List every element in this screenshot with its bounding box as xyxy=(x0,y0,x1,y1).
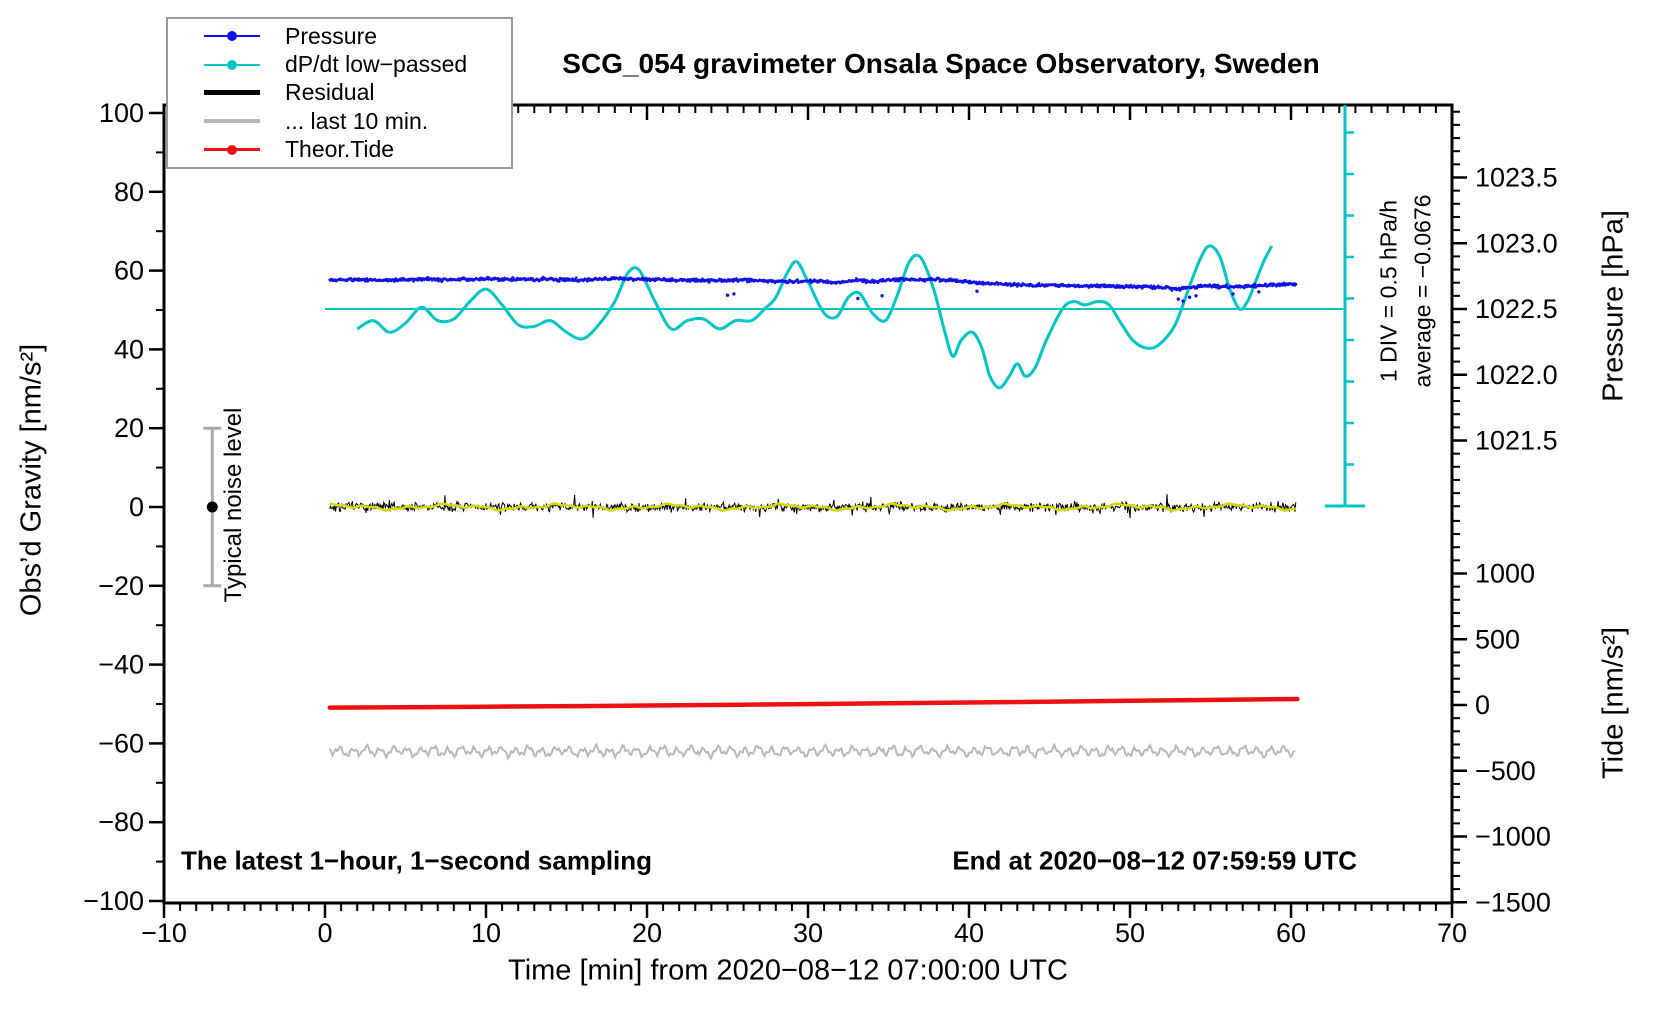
gravity-tick-label: 100 xyxy=(99,98,144,128)
gravity-tick-label: 40 xyxy=(114,334,144,364)
gravity-tick-label: −60 xyxy=(98,728,144,758)
x-tick-label: 50 xyxy=(1115,918,1145,948)
y-left-ticks: 100 80 60 40 20 0 −20 −40 −60 −80 −100 xyxy=(83,98,164,916)
tide-tick-label: −1000 xyxy=(1475,822,1551,852)
legend-sample-dot xyxy=(227,31,237,42)
legend-item: ... last 10 min. xyxy=(168,107,511,135)
noise-level-bar xyxy=(203,426,222,588)
dpdt-series xyxy=(356,244,1274,390)
legend-sample-line xyxy=(204,119,260,124)
tide-tick-label: 500 xyxy=(1475,624,1520,654)
y-right-ticks: 1023.5 1023.0 1022.5 1022.0 1021.5 1000 500 0 −5… xyxy=(1452,110,1558,917)
tide-tick-label: −500 xyxy=(1475,756,1536,786)
plot-title: SCG_054 gravimeter Onsala Space Observat… xyxy=(562,48,1320,79)
x-tick-label: −10 xyxy=(141,918,187,948)
pressure-tick-label: 1022.5 xyxy=(1475,294,1558,324)
x-tick-label: 0 xyxy=(317,918,332,948)
div-scale-label: 1 DIV = 0.5 hPa/h xyxy=(1375,199,1402,383)
legend-sample-line xyxy=(204,31,260,42)
legend-item-label: Theor.Tide xyxy=(285,136,395,163)
x-axis-ticks: −10 0 10 20 30 40 50 60 70 xyxy=(141,105,1467,948)
residual-series xyxy=(329,494,1297,519)
legend-sample-line xyxy=(204,90,260,96)
time-axis-label: Time [min] from 2020−08−12 07:00:00 UTC xyxy=(508,954,1068,987)
pressure-tick-label: 1023.5 xyxy=(1475,163,1558,193)
legend-sample-line xyxy=(204,144,260,155)
legend-item: dP/dt low−passed xyxy=(168,51,511,79)
gravity-tick-label: −100 xyxy=(83,886,144,916)
pressure-tick-label: 1021.5 xyxy=(1475,426,1558,456)
gravity-tick-label: −20 xyxy=(98,571,144,601)
tide-tick-label: 0 xyxy=(1475,690,1490,720)
end-time-annotation: End at 2020−08−12 07:59:59 UTC xyxy=(952,845,1357,876)
sampling-annotation: The latest 1−hour, 1−second sampling xyxy=(181,845,653,876)
pressure-tick-label: 1022.0 xyxy=(1475,360,1558,390)
legend-item: Pressure xyxy=(168,22,511,50)
x-tick-label: 40 xyxy=(954,918,984,948)
average-dpdt-label: average = −0.0676 xyxy=(1409,194,1436,388)
legend-sample-line xyxy=(204,59,260,70)
legend-item: Residual xyxy=(168,79,511,107)
x-tick-label: 10 xyxy=(471,918,501,948)
last10min-series xyxy=(328,742,1296,762)
legend-item-label: Residual xyxy=(285,79,375,106)
tide-axis-label: Tide [nm/s²] xyxy=(1597,626,1630,780)
x-tick-label: 70 xyxy=(1437,918,1467,948)
x-tick-label: 60 xyxy=(1276,918,1306,948)
gravity-tick-label: −80 xyxy=(98,807,144,837)
noise-level-label: Typical noise level xyxy=(220,407,247,603)
residual-lowpass-series xyxy=(329,502,1296,512)
gravity-tick-label: 60 xyxy=(114,256,144,286)
pressure-axis-label: Pressure [hPa] xyxy=(1597,210,1630,402)
x-tick-label: 30 xyxy=(793,918,823,948)
pressure-series xyxy=(328,275,1298,303)
legend-sample-dot xyxy=(227,144,237,155)
tide-tick-label: 1000 xyxy=(1475,559,1535,589)
legend-item-label: ... last 10 min. xyxy=(285,107,429,134)
tide-tick-label: −1500 xyxy=(1475,887,1551,917)
legend-item-label: dP/dt low−passed xyxy=(285,51,468,78)
legend-item-label: Pressure xyxy=(285,22,378,49)
gravity-tick-label: 0 xyxy=(129,492,144,522)
pressure-tick-label: 1023.0 xyxy=(1475,228,1558,258)
x-tick-label: 20 xyxy=(632,918,662,948)
dpdt-scale-bar xyxy=(325,105,1365,508)
legend-sample-dot xyxy=(227,59,237,70)
noise-level-dot xyxy=(206,501,218,513)
gravity-axis-label: Obs’d Gravity [nm/s²] xyxy=(15,343,48,617)
legend-box: Pressure dP/dt low−passed Residual... last… xyxy=(166,17,513,169)
gravity-tick-label: 80 xyxy=(114,177,144,207)
legend-item: Theor.Tide xyxy=(168,136,511,164)
gravity-tick-label: 20 xyxy=(114,413,144,443)
gravity-tick-label: −40 xyxy=(98,650,144,680)
theor-tide-series xyxy=(327,696,1300,710)
